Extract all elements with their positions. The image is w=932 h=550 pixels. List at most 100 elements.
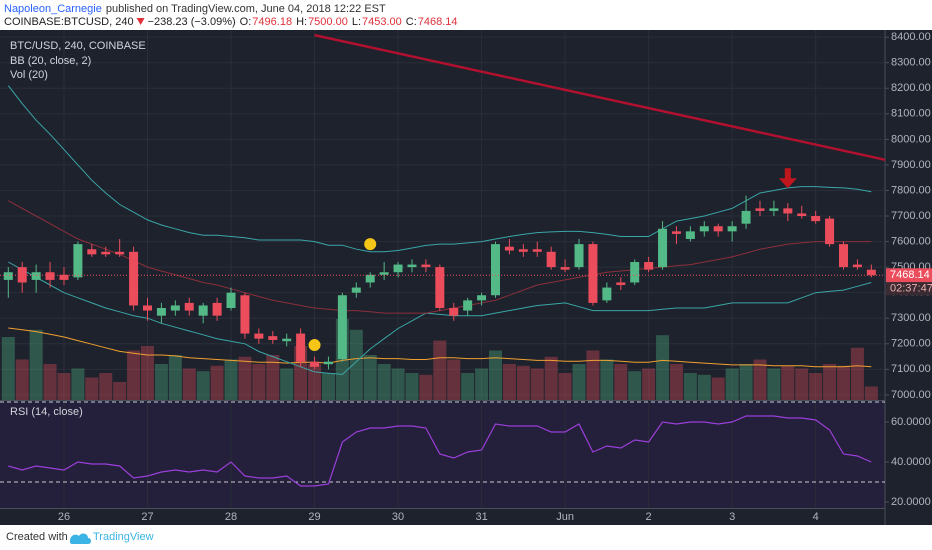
bb-basis bbox=[8, 200, 872, 314]
rsi-legend: RSI (14, close) bbox=[10, 406, 83, 418]
ohlc-label: C: bbox=[406, 16, 417, 28]
marker-dot bbox=[364, 238, 377, 251]
volume-bar bbox=[405, 373, 419, 400]
volume-bar bbox=[85, 377, 99, 400]
y-tick-label: 7200.00 bbox=[891, 338, 931, 350]
y-tick-label: 7700.00 bbox=[891, 210, 931, 222]
volume-bar bbox=[711, 377, 725, 400]
volume-bar bbox=[669, 364, 683, 400]
volume-bar bbox=[516, 365, 530, 400]
candle-body bbox=[351, 287, 361, 293]
volume-bar bbox=[154, 364, 168, 400]
candle-body bbox=[560, 267, 570, 270]
volume-bar bbox=[224, 359, 238, 400]
candle-body bbox=[393, 264, 403, 273]
x-tick-label: 26 bbox=[58, 511, 70, 523]
candle-body bbox=[630, 262, 640, 283]
volume-ma bbox=[8, 327, 872, 368]
candle-body bbox=[282, 338, 292, 342]
candle-body bbox=[226, 292, 236, 309]
volume-bar bbox=[210, 365, 224, 400]
candle-body bbox=[323, 361, 333, 365]
x-tick-label: 28 bbox=[225, 511, 237, 523]
volume-bar bbox=[586, 350, 600, 400]
candle-body bbox=[491, 244, 500, 296]
volume-bar bbox=[127, 350, 141, 400]
down-arrow-marker bbox=[778, 168, 797, 189]
x-tick-label: Jun bbox=[556, 511, 574, 523]
ohlc-value: 7500.00 bbox=[308, 16, 348, 28]
volume-bar bbox=[461, 373, 475, 400]
candle-body bbox=[825, 218, 835, 245]
volume-bar bbox=[572, 364, 586, 400]
tradingview-logo bbox=[70, 533, 91, 544]
volume-bar bbox=[266, 355, 280, 400]
y-tick-label: 7800.00 bbox=[891, 184, 931, 196]
y-tick-label: 7900.00 bbox=[891, 159, 931, 171]
candle-body bbox=[616, 282, 626, 286]
rsi-tick-label: 40.0000 bbox=[891, 456, 931, 468]
candle-body bbox=[212, 302, 222, 316]
volume-bar bbox=[837, 365, 850, 400]
candle-body bbox=[699, 226, 709, 232]
candle-body bbox=[87, 249, 97, 255]
candle-body bbox=[811, 216, 821, 222]
candle-body bbox=[532, 249, 542, 252]
candle-body bbox=[337, 295, 347, 360]
volume-bar bbox=[864, 386, 878, 400]
x-tick-label: 30 bbox=[392, 511, 404, 523]
volume-bar bbox=[308, 364, 322, 400]
footer-created: Created with bbox=[6, 531, 68, 543]
candle-body bbox=[727, 226, 737, 232]
header-bg bbox=[0, 0, 932, 30]
candle-body bbox=[797, 213, 807, 217]
candle-body bbox=[198, 305, 208, 316]
candle-body bbox=[602, 287, 612, 301]
y-tick-label: 8200.00 bbox=[891, 82, 931, 94]
marker-dot bbox=[308, 339, 321, 352]
ohlc-label: H: bbox=[296, 16, 307, 28]
rsi-tick-label: 60.0000 bbox=[891, 416, 931, 428]
y-tick-label: 7000.00 bbox=[891, 389, 931, 401]
x-tick-label: 3 bbox=[729, 511, 735, 523]
candle-body bbox=[170, 305, 180, 311]
candle-body bbox=[143, 305, 152, 311]
candle-body bbox=[449, 308, 459, 316]
volume-bar bbox=[475, 368, 489, 400]
volume-legend: Vol (20) bbox=[10, 69, 48, 81]
volume-bar bbox=[99, 373, 113, 400]
volume-bar bbox=[781, 365, 795, 400]
candle-body bbox=[45, 272, 55, 280]
volume-bar bbox=[168, 355, 182, 400]
volume-bar bbox=[280, 368, 294, 400]
candle-body bbox=[129, 251, 139, 306]
down-arrow bbox=[136, 18, 145, 25]
volume-bar bbox=[614, 364, 628, 400]
candle-body bbox=[866, 269, 876, 276]
candle-body bbox=[741, 210, 751, 224]
candle-body bbox=[755, 208, 765, 211]
ohlc-value: 7496.18 bbox=[252, 16, 292, 28]
candle-body bbox=[407, 264, 417, 268]
volume-bar bbox=[809, 373, 823, 400]
volume-bar bbox=[600, 359, 614, 400]
volume-bar bbox=[823, 364, 837, 400]
candle-body bbox=[518, 249, 528, 252]
ohlc-label: L: bbox=[352, 16, 361, 28]
candle-body bbox=[115, 251, 125, 255]
candle-body bbox=[546, 251, 556, 268]
y-tick-label: 7100.00 bbox=[891, 363, 931, 375]
rsi-tick-label: 20.0000 bbox=[891, 496, 931, 508]
y-tick-label: 7600.00 bbox=[891, 235, 931, 247]
last-price-label: 7468.14 bbox=[890, 269, 930, 281]
last-price-box bbox=[886, 268, 932, 283]
candle-body bbox=[713, 226, 723, 232]
candle-body bbox=[240, 295, 250, 334]
volume-bar bbox=[113, 382, 127, 400]
candle-body bbox=[101, 251, 111, 255]
candle-body bbox=[254, 333, 264, 339]
author: Napoleon_Carnegie bbox=[4, 3, 102, 15]
volume-bar bbox=[683, 373, 697, 400]
volume-bar bbox=[141, 346, 154, 400]
bb-lower bbox=[8, 261, 872, 375]
